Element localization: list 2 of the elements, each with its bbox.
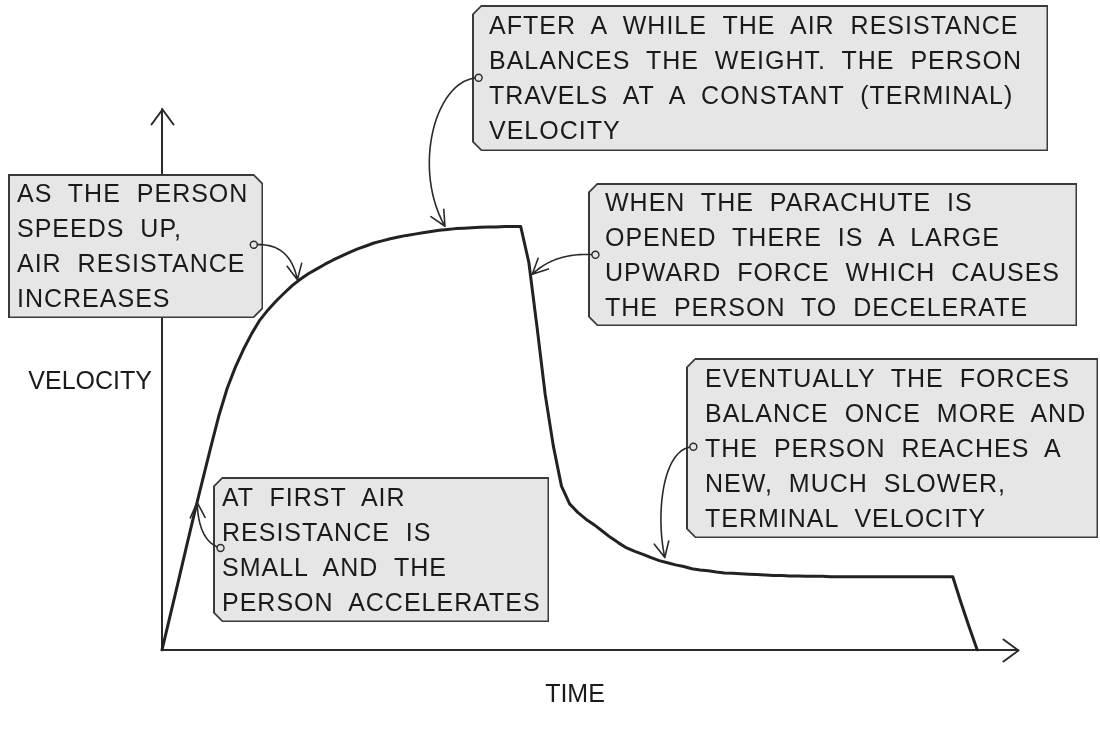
x-axis-title: TIME — [545, 678, 605, 707]
y-axis-title: VELOCITY — [28, 365, 153, 394]
